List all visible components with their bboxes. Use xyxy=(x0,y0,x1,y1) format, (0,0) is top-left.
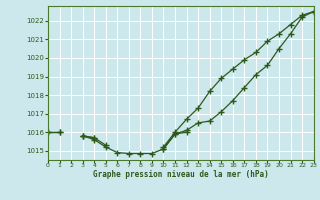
X-axis label: Graphe pression niveau de la mer (hPa): Graphe pression niveau de la mer (hPa) xyxy=(93,170,269,179)
